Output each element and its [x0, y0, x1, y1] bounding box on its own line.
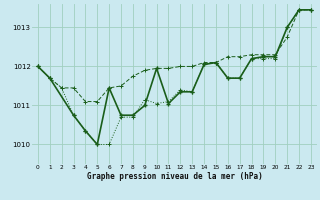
X-axis label: Graphe pression niveau de la mer (hPa): Graphe pression niveau de la mer (hPa) [86, 172, 262, 181]
